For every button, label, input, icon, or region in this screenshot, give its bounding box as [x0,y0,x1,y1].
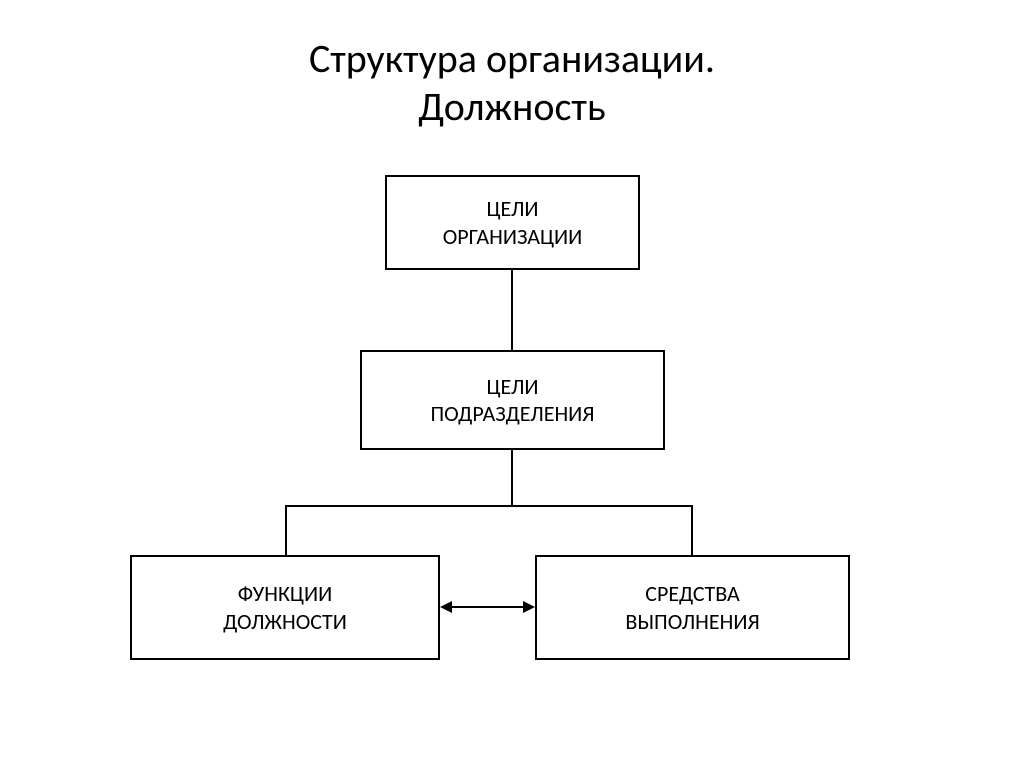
node-label: ДОЛЖНОСТИ [223,608,347,635]
connector-vertical [691,505,693,555]
node-label: ЦЕЛИ [486,195,538,222]
node-org-goals: ЦЕЛИ ОРГАНИЗАЦИИ [385,175,640,270]
org-structure-diagram: ЦЕЛИ ОРГАНИЗАЦИИ ЦЕЛИ ПОДРАЗДЕЛЕНИЯ ФУНК… [0,0,1024,768]
node-label: ФУНКЦИИ [238,580,332,607]
node-execution-means: СРЕДСТВА ВЫПОЛНЕНИЯ [535,555,850,660]
connector-vertical [285,505,287,555]
connector-vertical [511,450,513,505]
connector-vertical [511,270,513,350]
connector-bidirectional [452,606,523,608]
node-label: ЦЕЛИ [486,373,538,400]
node-label: ВЫПОЛНЕНИЯ [625,608,759,635]
node-label: ОРГАНИЗАЦИИ [443,223,583,250]
node-position-functions: ФУНКЦИИ ДОЛЖНОСТИ [130,555,440,660]
node-label: СРЕДСТВА [645,580,740,607]
node-label: ПОДРАЗДЕЛЕНИЯ [430,400,594,427]
arrow-right-icon [523,601,535,613]
arrow-left-icon [440,601,452,613]
connector-horizontal [285,505,693,507]
node-division-goals: ЦЕЛИ ПОДРАЗДЕЛЕНИЯ [360,350,665,450]
